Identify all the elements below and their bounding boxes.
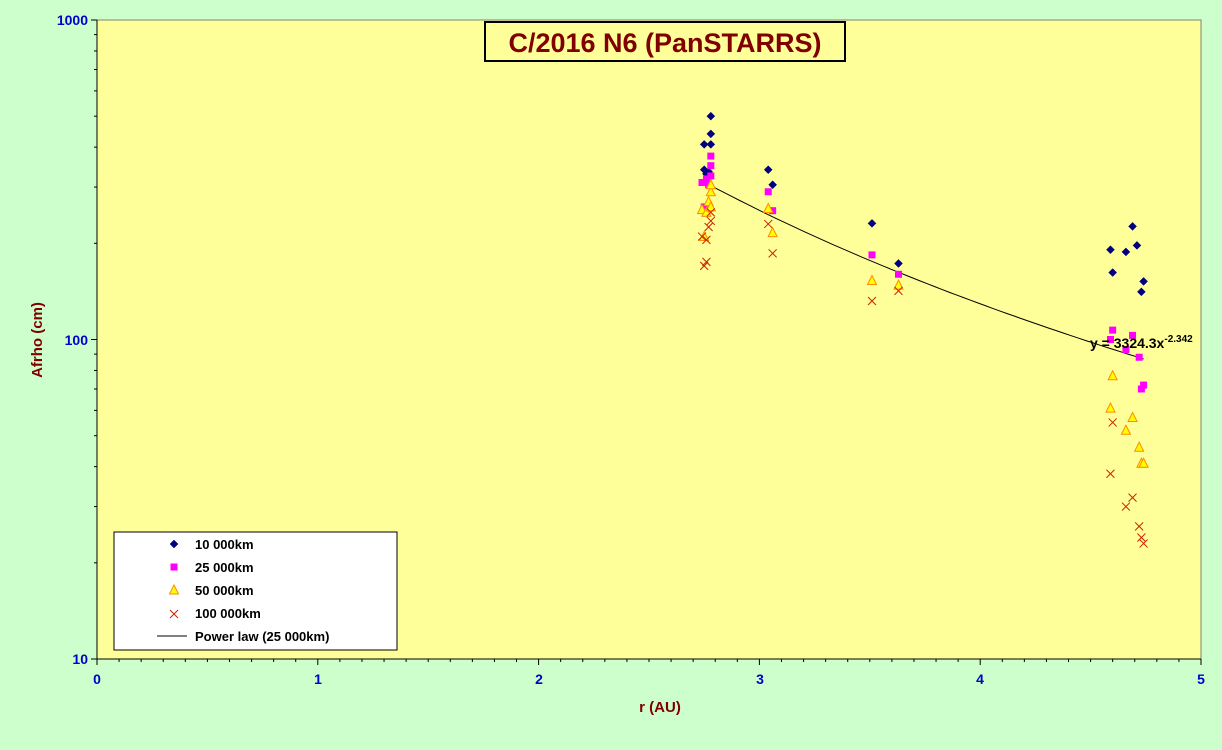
legend-marker-cross <box>169 609 179 619</box>
y-tick-label-100: 100 <box>65 332 89 348</box>
point-diamond-17 <box>1139 277 1148 286</box>
fit-equation-exponent: -2.342 <box>1164 334 1193 345</box>
point-square-6 <box>707 152 715 160</box>
point-diamond-5 <box>706 129 716 139</box>
point-square-17 <box>1140 381 1148 389</box>
point-triangle-11 <box>1105 401 1116 413</box>
point-cross-7 <box>763 219 773 229</box>
x-tick-label-3: 3 <box>756 671 764 687</box>
point-cross-3 <box>702 235 711 245</box>
fit-equation-main: y = 3324.3x <box>1090 335 1165 351</box>
point-triangle-8 <box>767 226 778 238</box>
point-diamond-16 <box>1137 287 1146 297</box>
point-cross-11 <box>1106 469 1115 479</box>
point-triangle-10 <box>893 278 904 290</box>
legend-marker-diamond <box>169 539 179 549</box>
point-diamond-15 <box>1132 241 1142 250</box>
point-cross-5 <box>706 216 716 226</box>
point-cross-13 <box>1121 502 1131 511</box>
y-minor-ticks <box>91 19 97 660</box>
point-cross-1 <box>699 261 709 271</box>
point-square-8 <box>769 207 777 215</box>
point-diamond-10 <box>894 259 903 268</box>
legend-label-50000km: 50 000km <box>195 583 254 598</box>
legend-item-10000km: 10 000km <box>169 537 254 552</box>
point-triangle-15 <box>1133 441 1145 452</box>
y-axis-title: Afrho (cm) <box>29 302 46 378</box>
point-square-2 <box>702 175 710 183</box>
point-square-7 <box>764 188 772 196</box>
point-diamond-4 <box>706 140 716 149</box>
fit-equation: y = 3324.3x-2.342 <box>1090 334 1193 351</box>
point-square-10 <box>895 270 903 278</box>
point-triangle-12 <box>1107 369 1118 381</box>
point-diamond-8 <box>768 180 778 190</box>
y-tick-label-10: 10 <box>72 651 88 667</box>
legend-marker-square <box>170 563 178 571</box>
point-triangle-4 <box>705 185 717 197</box>
point-square-0 <box>698 179 706 187</box>
point-square-12 <box>1109 326 1117 334</box>
point-square-14 <box>1129 331 1137 339</box>
point-triangle-9 <box>866 274 878 285</box>
point-cross-10 <box>894 286 903 296</box>
point-square-13 <box>1122 346 1130 354</box>
chart-title-box: C/2016 N6 (PanSTARRS) <box>484 21 846 62</box>
x-tick-label-5: 5 <box>1197 671 1205 687</box>
point-square-16 <box>1137 385 1145 393</box>
point-square-1 <box>700 203 708 211</box>
point-square-11 <box>1106 336 1114 343</box>
legend-item-50000km: 50 000km <box>168 583 254 598</box>
point-square-5 <box>707 162 715 170</box>
legend-item-power-law: Power law (25 000km) <box>157 629 329 644</box>
point-cross-9 <box>867 296 877 306</box>
point-diamond-0 <box>699 140 709 149</box>
x-tick-label-2: 2 <box>535 671 543 687</box>
point-diamond-7 <box>763 165 773 175</box>
point-cross-0 <box>697 232 707 241</box>
chart-title: C/2016 N6 (PanSTARRS) <box>508 28 821 58</box>
point-triangle-13 <box>1120 424 1132 435</box>
x-tick-label-0: 0 <box>93 671 101 687</box>
point-triangle-7 <box>762 202 774 214</box>
power-law-fit-line <box>710 185 1144 360</box>
point-cross-6 <box>706 208 716 217</box>
point-square-4 <box>707 172 715 180</box>
legend-item-100000km: 100 000km <box>169 606 261 621</box>
point-cross-16 <box>1137 533 1146 542</box>
point-diamond-12 <box>1108 268 1118 277</box>
point-triangle-14 <box>1127 411 1138 422</box>
legend-label-100000km: 100 000km <box>195 606 261 621</box>
legend-label-power-law: Power law (25 000km) <box>195 629 329 644</box>
x-axis-title: r (AU) <box>639 699 681 716</box>
point-triangle-5 <box>705 200 717 212</box>
point-diamond-13 <box>1121 247 1131 257</box>
point-cross-15 <box>1134 522 1144 531</box>
point-triangle-17 <box>1138 457 1149 468</box>
legend-item-25000km: 25 000km <box>170 560 254 575</box>
point-triangle-6 <box>705 178 717 190</box>
legend-label-10000km: 10 000km <box>195 537 254 552</box>
legend: 10 000km 25 000km 50 000km 100 000km Pow… <box>113 531 398 651</box>
point-diamond-11 <box>1106 245 1115 255</box>
x-tick-label-4: 4 <box>976 671 984 687</box>
point-cross-14 <box>1128 493 1137 502</box>
point-cross-4 <box>704 222 713 232</box>
point-square-15 <box>1135 353 1143 361</box>
x-tick-label-1: 1 <box>314 671 322 687</box>
point-cross-8 <box>768 249 778 258</box>
y-tick-label-1000: 1000 <box>57 12 88 28</box>
data-points <box>696 111 1149 548</box>
legend-marker-triangle <box>168 583 180 595</box>
point-cross-2 <box>702 257 711 267</box>
point-cross-17 <box>1139 539 1148 548</box>
point-square-9 <box>868 251 876 259</box>
point-diamond-14 <box>1128 222 1137 231</box>
point-diamond-9 <box>867 218 877 228</box>
legend-label-25000km: 25 000km <box>195 560 254 575</box>
point-cross-12 <box>1108 418 1118 427</box>
point-diamond-6 <box>706 111 716 121</box>
x-minor-ticks <box>96 659 1202 665</box>
